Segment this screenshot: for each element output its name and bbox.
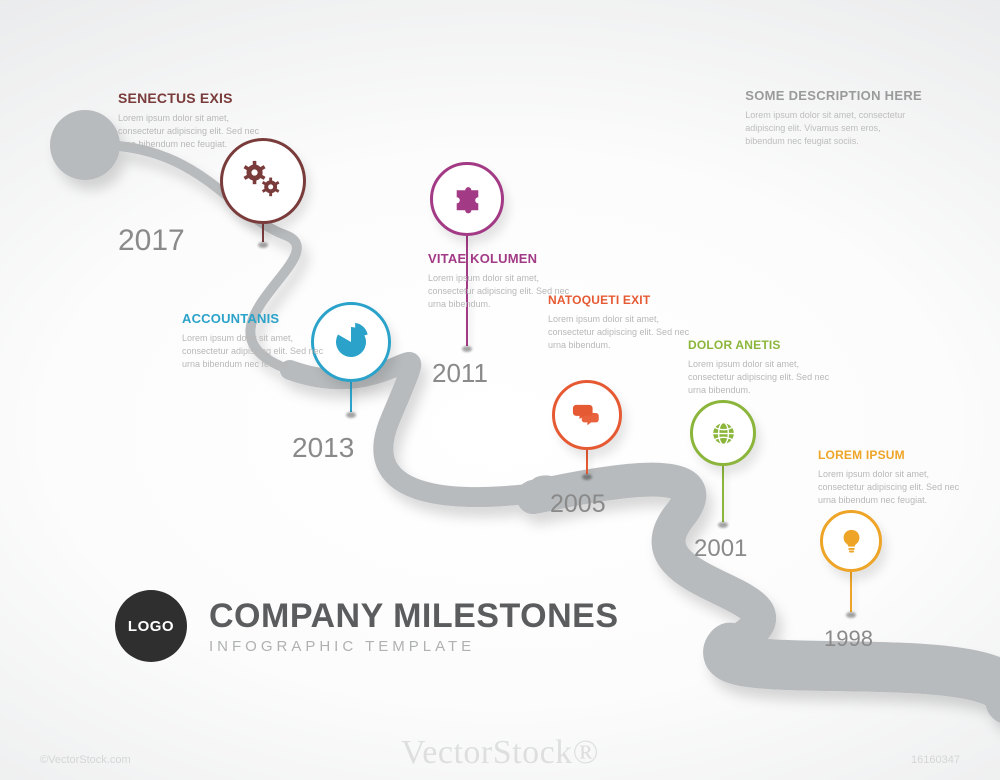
watermark-author: ©VectorStock.com	[40, 754, 131, 766]
pin-stem	[262, 224, 264, 242]
infographic-canvas: SOME DESCRIPTION HERE Lorem ipsum dolor …	[0, 0, 1000, 780]
pin-stem	[586, 450, 588, 474]
milestone-year: 2001	[694, 535, 747, 563]
milestone-label: ACCOUNTANIS Lorem ipsum dolor sit amet, c…	[182, 311, 337, 371]
milestone-desc: Lorem ipsum dolor sit amet, consectetur …	[548, 313, 703, 352]
milestone-label: DOLOR ANETIS Lorem ipsum dolor sit amet, …	[688, 338, 843, 397]
milestone-title: DOLOR ANETIS	[688, 338, 843, 352]
footer-text: COMPANY MILESTONES INFOGRAPHIC TEMPLATE	[209, 597, 619, 655]
header-description: SOME DESCRIPTION HERE Lorem ipsum dolor …	[745, 88, 922, 148]
milestone-year: 2013	[292, 432, 354, 464]
footer-subtitle: INFOGRAPHIC TEMPLATE	[209, 638, 619, 655]
milestone-label: LOREM IPSUM Lorem ipsum dolor sit amet, c…	[818, 448, 973, 507]
header-description-title: SOME DESCRIPTION HERE	[745, 88, 922, 103]
pin-base-dot	[258, 242, 268, 248]
milestone-label: NATOQUETI EXIT Lorem ipsum dolor sit amet…	[548, 293, 703, 352]
milestone-pin	[552, 380, 622, 450]
bulb-icon	[836, 526, 867, 557]
watermark-id: 16160347	[911, 754, 960, 766]
logo-text: LOGO	[128, 618, 174, 635]
logo-badge: LOGO	[115, 590, 187, 662]
footer-title: COMPANY MILESTONES	[209, 597, 619, 636]
pie-icon	[331, 322, 371, 362]
milestone-desc: Lorem ipsum dolor sit amet, consectetur …	[182, 332, 337, 371]
pin-base-dot	[582, 474, 592, 480]
pin-base-dot	[846, 612, 856, 618]
milestone-pin	[430, 162, 504, 236]
header-description-text: Lorem ipsum dolor sit amet, consectetur …	[745, 109, 915, 148]
milestone-desc: Lorem ipsum dolor sit amet, consectetur …	[818, 468, 973, 507]
milestone-year: 2011	[432, 358, 488, 389]
milestone-year: 1998	[824, 626, 873, 652]
pin-stem	[722, 466, 724, 522]
milestone-title: VITAE KOLUMEN	[428, 251, 583, 266]
milestone-desc: Lorem ipsum dolor sit amet, consectetur …	[118, 112, 273, 151]
milestone-year: 2005	[550, 490, 606, 519]
milestone-title: SENECTUS EXIS	[118, 90, 273, 106]
globe-icon	[707, 417, 740, 450]
milestone-desc: Lorem ipsum dolor sit amet, consectetur …	[688, 358, 843, 397]
pin-base-dot	[462, 346, 472, 352]
milestone-label: SENECTUS EXIS Lorem ipsum dolor sit amet,…	[118, 90, 273, 151]
chat-icon	[570, 398, 605, 433]
milestone-title: LOREM IPSUM	[818, 448, 973, 462]
gears-icon	[242, 160, 285, 203]
footer: LOGO COMPANY MILESTONES INFOGRAPHIC TEMP…	[115, 590, 619, 662]
milestone-title: ACCOUNTANIS	[182, 311, 337, 326]
pin-base-dot	[346, 412, 356, 418]
pin-stem	[350, 382, 352, 412]
milestone-pin	[820, 510, 882, 572]
milestone-title: NATOQUETI EXIT	[548, 293, 703, 307]
milestone-pin	[690, 400, 756, 466]
puzzle-icon	[449, 181, 486, 218]
milestone-year: 2017	[118, 224, 185, 258]
pin-stem	[850, 572, 852, 612]
pin-base-dot	[718, 522, 728, 528]
